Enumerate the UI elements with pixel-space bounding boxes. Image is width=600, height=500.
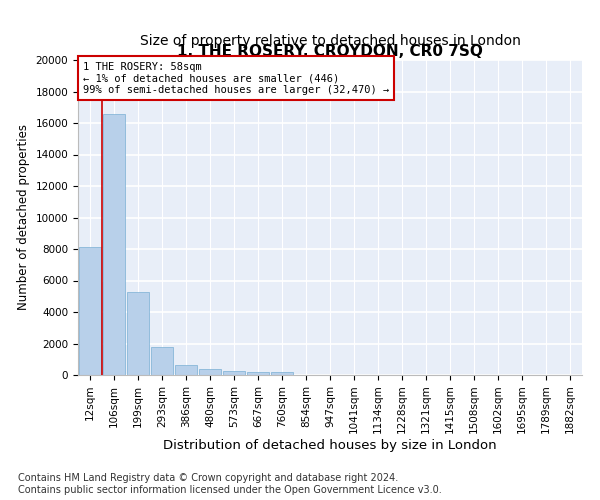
Bar xyxy=(127,292,149,375)
Text: Contains HM Land Registry data © Crown copyright and database right 2024.
Contai: Contains HM Land Registry data © Crown c… xyxy=(18,474,442,495)
Bar xyxy=(151,348,173,375)
Text: Size of property relative to detached houses in London: Size of property relative to detached ho… xyxy=(140,34,520,48)
Bar xyxy=(199,370,221,375)
Bar xyxy=(223,370,245,375)
Y-axis label: Number of detached properties: Number of detached properties xyxy=(17,124,30,310)
X-axis label: Distribution of detached houses by size in London: Distribution of detached houses by size … xyxy=(163,439,497,452)
Text: 1 THE ROSERY: 58sqm
← 1% of detached houses are smaller (446)
99% of semi-detach: 1 THE ROSERY: 58sqm ← 1% of detached hou… xyxy=(83,62,389,95)
Bar xyxy=(79,248,101,375)
Bar xyxy=(103,114,125,375)
Title: 1, THE ROSERY, CROYDON, CR0 7SQ: 1, THE ROSERY, CROYDON, CR0 7SQ xyxy=(177,44,483,59)
Bar xyxy=(247,372,269,375)
Bar xyxy=(271,372,293,375)
Bar xyxy=(175,365,197,375)
